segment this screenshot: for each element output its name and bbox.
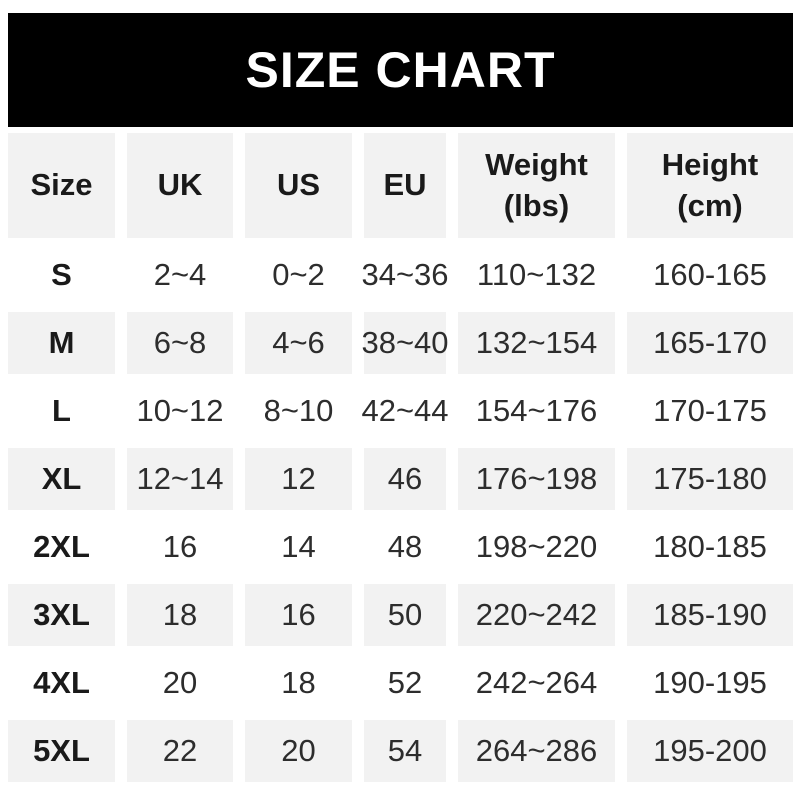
cell-uk-xl: 12~14 [127, 448, 233, 510]
cell-height-4xl: 190-195 [627, 652, 793, 714]
cell-us-5xl: 20 [245, 720, 352, 782]
cell-eu-5xl: 54 [364, 720, 446, 782]
cell-uk-4xl: 20 [127, 652, 233, 714]
cell-height-5xl: 195-200 [627, 720, 793, 782]
cell-uk-s: 2~4 [127, 244, 233, 306]
cell-height-l: 170-175 [627, 380, 793, 442]
cell-height-3xl: 185-190 [627, 584, 793, 646]
cell-us-m: 4~6 [245, 312, 352, 374]
cell-weight-l: 154~176 [458, 380, 615, 442]
cell-size-l: L [8, 380, 115, 442]
cell-uk-l: 10~12 [127, 380, 233, 442]
cell-uk-3xl: 18 [127, 584, 233, 646]
cell-size-m: M [8, 312, 115, 374]
cell-eu-s: 34~36 [361, 244, 449, 306]
cell-weight-s: 110~132 [458, 244, 615, 306]
cell-size-4xl: 4XL [8, 652, 115, 714]
cell-uk-2xl: 16 [127, 516, 233, 578]
column-header-uk: UK [127, 133, 233, 238]
cell-size-xl: XL [8, 448, 115, 510]
cell-size-5xl: 5XL [8, 720, 115, 782]
cell-weight-xl: 176~198 [458, 448, 615, 510]
cell-size-3xl: 3XL [8, 584, 115, 646]
column-header-weight: Weight (lbs) [458, 133, 615, 238]
cell-us-l: 8~10 [245, 380, 352, 442]
cell-us-xl: 12 [245, 448, 352, 510]
page-title: SIZE CHART [245, 42, 556, 98]
cell-eu-3xl: 50 [364, 584, 446, 646]
column-header-us: US [245, 133, 352, 238]
column-header-height: Height (cm) [627, 133, 793, 238]
cell-eu-l: 42~44 [361, 380, 449, 442]
size-chart-container: SIZE CHART Size UK US EU Weight (lbs) He… [8, 13, 793, 782]
cell-weight-4xl: 242~264 [458, 652, 615, 714]
cell-uk-m: 6~8 [127, 312, 233, 374]
cell-us-s: 0~2 [245, 244, 352, 306]
cell-weight-2xl: 198~220 [458, 516, 615, 578]
cell-height-xl: 175-180 [627, 448, 793, 510]
cell-height-s: 160-165 [627, 244, 793, 306]
column-header-size: Size [8, 133, 115, 238]
cell-uk-5xl: 22 [127, 720, 233, 782]
cell-eu-m: 38~40 [361, 312, 449, 374]
cell-us-4xl: 18 [245, 652, 352, 714]
cell-eu-2xl: 48 [364, 516, 446, 578]
cell-weight-m: 132~154 [458, 312, 615, 374]
cell-size-s: S [8, 244, 115, 306]
cell-us-2xl: 14 [245, 516, 352, 578]
cell-eu-4xl: 52 [364, 652, 446, 714]
cell-weight-5xl: 264~286 [458, 720, 615, 782]
size-table: Size UK US EU Weight (lbs) Height (cm) S… [8, 133, 793, 782]
cell-height-2xl: 180-185 [627, 516, 793, 578]
title-banner: SIZE CHART [8, 13, 793, 127]
cell-weight-3xl: 220~242 [458, 584, 615, 646]
cell-eu-xl: 46 [364, 448, 446, 510]
cell-us-3xl: 16 [245, 584, 352, 646]
cell-size-2xl: 2XL [8, 516, 115, 578]
cell-height-m: 165-170 [627, 312, 793, 374]
column-header-eu: EU [364, 133, 446, 238]
